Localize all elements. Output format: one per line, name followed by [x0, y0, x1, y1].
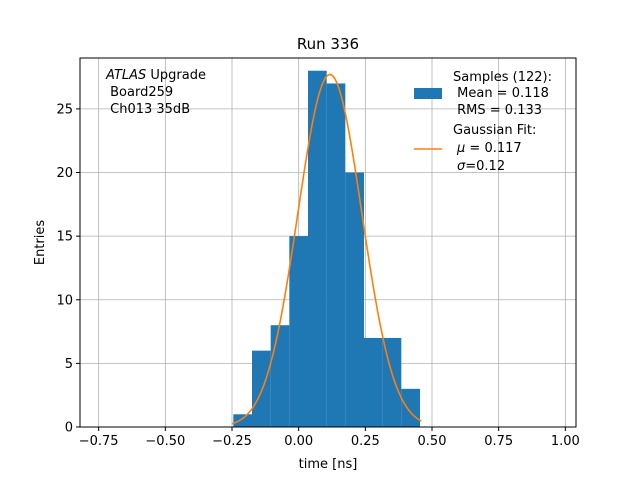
x-tick-label: −0.75: [79, 434, 119, 449]
x-tick-label: −0.50: [145, 434, 185, 449]
histogram-bar: [382, 337, 402, 427]
x-tick-label: −0.25: [212, 434, 252, 449]
x-tick-label: 0.00: [284, 434, 313, 449]
atlas-annotation-board: Board259: [106, 85, 173, 100]
x-tick-label: 0.75: [484, 434, 513, 449]
legend: Samples (122): Mean = 0.118 RMS = 0.133 …: [414, 70, 552, 174]
plot-frame: [79, 57, 577, 428]
y-tick-label: 15: [56, 230, 73, 245]
histogram-bar: [401, 388, 420, 427]
legend-fit-title: Gaussian Fit:: [453, 123, 536, 138]
x-tick-label: 0.25: [351, 434, 380, 449]
histogram-bar: [308, 70, 327, 428]
atlas-annotation-line1: ATLAS Upgrade: [105, 68, 206, 83]
atlas-upgrade: Upgrade: [146, 68, 206, 83]
histogram-bar: [345, 172, 364, 427]
histogram-bar: [326, 83, 346, 427]
y-tick-label: 25: [56, 102, 73, 117]
legend-samples-title: Samples (122):: [453, 70, 552, 85]
atlas-annotation-channel: Ch013 35dB: [106, 102, 190, 117]
sigma-symbol: σ: [457, 159, 466, 174]
chart-title: Run 336: [297, 35, 359, 53]
y-tick-label: 0: [65, 421, 73, 436]
gaussian-fit-curve: [231, 73, 422, 425]
legend-samples-rms: RMS = 0.133: [453, 103, 542, 118]
sigma-value: =0.12: [465, 159, 505, 174]
y-tick-label: 20: [56, 166, 73, 181]
y-axis-label: Entries: [33, 220, 48, 266]
x-tick-label: 0.50: [418, 434, 447, 449]
legend-fit-sigma: σ=0.12: [457, 159, 505, 174]
histogram-bar: [270, 325, 290, 427]
x-tick-label: 1.00: [551, 434, 580, 449]
histogram-bar: [252, 350, 271, 427]
x-axis-ticks: −0.75 −0.50 −0.25 0.00 0.25 0.50 0.75 1.00: [79, 427, 580, 449]
y-axis-ticks: 0 5 10 15 20 25: [56, 102, 80, 436]
legend-samples-mean: Mean = 0.118: [453, 86, 549, 101]
atlas-italic: ATLAS: [105, 68, 146, 83]
mu-symbol: μ: [456, 141, 465, 156]
x-axis-label: time [ns]: [299, 457, 358, 472]
y-tick-label: 5: [65, 357, 73, 372]
histogram-bar: [289, 236, 308, 427]
histogram-bar: [233, 414, 252, 427]
legend-fit-mu: μ = 0.117: [456, 141, 522, 156]
mu-value: = 0.117: [465, 141, 521, 156]
histogram-bars: [233, 70, 420, 428]
histogram-bar: [364, 337, 383, 427]
legend-samples-patch: [414, 88, 442, 99]
y-tick-label: 10: [56, 293, 73, 308]
